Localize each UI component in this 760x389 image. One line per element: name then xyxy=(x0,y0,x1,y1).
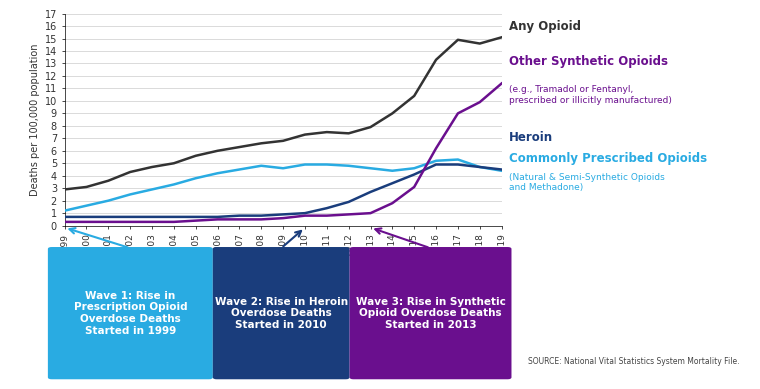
Text: Wave 2: Rise in Heroin
Overdose Deaths
Started in 2010: Wave 2: Rise in Heroin Overdose Deaths S… xyxy=(214,296,348,330)
Text: Any Opioid: Any Opioid xyxy=(509,20,581,33)
Text: Other Synthetic Opioids: Other Synthetic Opioids xyxy=(509,55,668,68)
Text: (Natural & Semi-Synthetic Opioids
and Methadone): (Natural & Semi-Synthetic Opioids and Me… xyxy=(509,173,665,192)
Text: SOURCE: National Vital Statistics System Mortality File.: SOURCE: National Vital Statistics System… xyxy=(528,357,739,366)
Y-axis label: Deaths per 100,000 population: Deaths per 100,000 population xyxy=(30,43,40,196)
Text: Heroin: Heroin xyxy=(509,131,553,144)
Text: (e.g., Tramadol or Fentanyl,
prescribed or illicitly manufactured): (e.g., Tramadol or Fentanyl, prescribed … xyxy=(509,86,672,105)
Text: Wave 3: Rise in Synthetic
Opioid Overdose Deaths
Started in 2013: Wave 3: Rise in Synthetic Opioid Overdos… xyxy=(356,296,505,330)
Text: Commonly Prescribed Opioids: Commonly Prescribed Opioids xyxy=(509,152,708,165)
Text: Wave 1: Rise in
Prescription Opioid
Overdose Deaths
Started in 1999: Wave 1: Rise in Prescription Opioid Over… xyxy=(74,291,187,336)
